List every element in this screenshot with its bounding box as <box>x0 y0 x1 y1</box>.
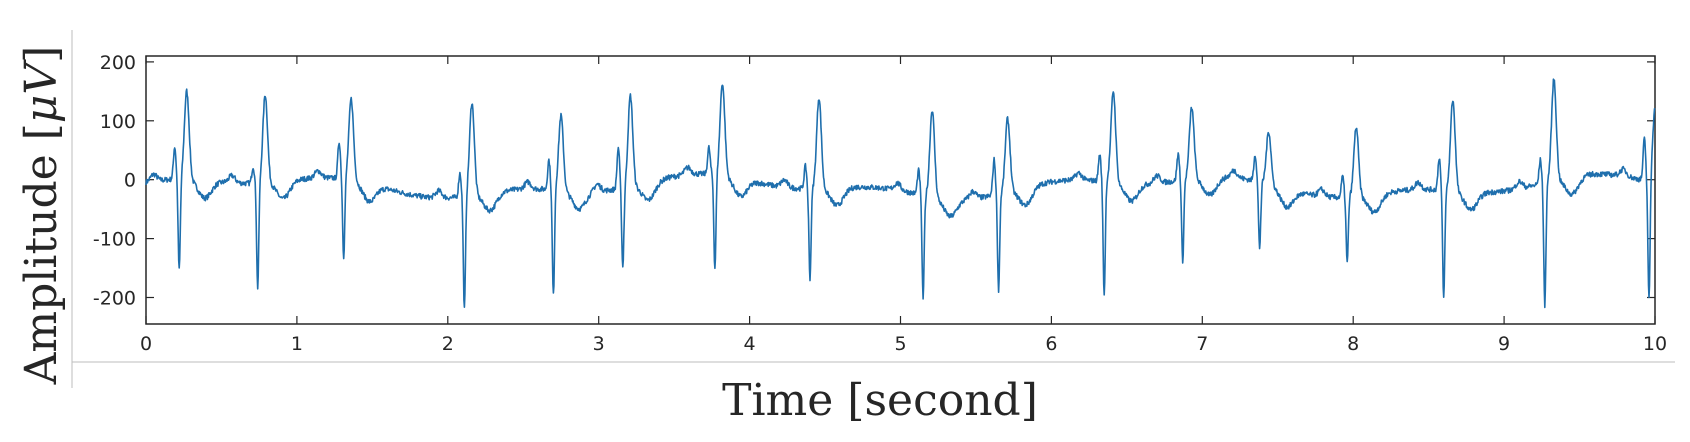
y-tick-label: 0 <box>124 170 136 192</box>
y-axis-title-close: ] <box>16 46 67 63</box>
series-line-ecg <box>145 78 1656 309</box>
x-tick-label: 4 <box>744 333 756 355</box>
x-tick-label: 0 <box>140 333 152 355</box>
y-tick-label: -200 <box>93 287 136 309</box>
tick-labels: 0 1 2 3 4 5 6 7 8 9 10 -200 -100 0 100 200 <box>93 52 1667 355</box>
x-tick-label: 7 <box>1196 333 1208 355</box>
y-axis-title: Amplitude [μV] <box>16 46 67 386</box>
y-tick-label: -100 <box>93 229 136 251</box>
y-tick-label: 200 <box>100 52 136 74</box>
x-tick-label: 8 <box>1347 333 1359 355</box>
x-tick-label: 2 <box>442 333 454 355</box>
y-axis-title-unit: μV <box>16 59 67 124</box>
x-axis-title: Time [second] <box>722 375 1038 426</box>
x-tick-label: 5 <box>894 333 906 355</box>
x-tick-label: 9 <box>1498 333 1510 355</box>
x-tick-label: 6 <box>1045 333 1057 355</box>
axis-ticks <box>145 56 1656 324</box>
x-tick-label: 3 <box>593 333 605 355</box>
y-axis-title-text: Amplitude [ <box>16 123 67 385</box>
y-tick-label: 100 <box>100 111 136 133</box>
x-tick-label: 10 <box>1643 333 1667 355</box>
x-tick-label: 1 <box>291 333 303 355</box>
